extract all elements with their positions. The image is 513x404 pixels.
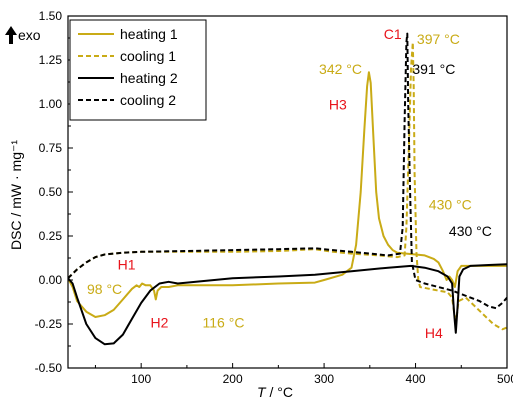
annotation-label: H4 bbox=[425, 325, 443, 341]
x-tick-label: 200 bbox=[223, 372, 243, 386]
x-axis-title: T / °C bbox=[257, 384, 293, 400]
exo-label: exo bbox=[18, 27, 41, 43]
y-tick-label: 1.25 bbox=[39, 53, 63, 67]
series-group bbox=[68, 32, 507, 346]
y-tick-label: -0.50 bbox=[35, 361, 63, 375]
up-arrow-icon bbox=[5, 26, 17, 44]
annotation-label: 391 °C bbox=[412, 61, 455, 77]
axis-ticks: -0.50 -0.25 0.00 0.25 0.50 0.75 1.00 1.25 1.50 10… bbox=[35, 9, 513, 386]
series-line-heating-1 bbox=[68, 71, 507, 318]
y-tick-label: 1.50 bbox=[39, 9, 63, 23]
y-tick-label: 0.50 bbox=[39, 185, 63, 199]
exo-indicator: exo bbox=[5, 26, 41, 44]
y-tick-label: 0.25 bbox=[39, 229, 63, 243]
annotation-label: H1 bbox=[118, 256, 136, 272]
annotation-label: 430 °C bbox=[429, 197, 472, 213]
annotation-label: 342 °C bbox=[319, 61, 362, 77]
legend-label: cooling 2 bbox=[120, 92, 176, 108]
legend-box bbox=[69, 19, 207, 121]
annotation-label: H3 bbox=[329, 96, 347, 112]
annotation-label: 98 °C bbox=[87, 281, 122, 297]
x-tick-label: 400 bbox=[406, 372, 426, 386]
series-line-heating-2 bbox=[68, 263, 507, 346]
y-tick-label: 1.00 bbox=[39, 97, 63, 111]
series-line-cooling-2 bbox=[68, 32, 507, 310]
legend: heating 1 cooling 1 heating 2 cooling 2 bbox=[69, 19, 207, 121]
x-axis-title-symbol: T bbox=[257, 384, 267, 400]
annotation-label: H2 bbox=[151, 315, 169, 331]
x-tick-label: 500 bbox=[497, 372, 513, 386]
annotation-label: 430 °C bbox=[449, 223, 492, 239]
annotation-label: 397 °C bbox=[417, 31, 460, 47]
annotations-group: C1 397 °C 391 °C 342 °C H3 430 °C 430 °C H1 98 °… bbox=[87, 26, 492, 341]
annotation-label: 116 °C bbox=[203, 315, 245, 331]
annotation-label: C1 bbox=[384, 26, 402, 42]
y-tick-label: 0.75 bbox=[39, 141, 63, 155]
y-axis-title: DSC / mW · mg⁻¹ bbox=[8, 140, 24, 250]
legend-label: heating 2 bbox=[120, 70, 178, 86]
x-axis-title-unit: / °C bbox=[266, 384, 293, 400]
y-tick-label: -0.25 bbox=[35, 317, 63, 331]
x-tick-label: 300 bbox=[314, 372, 334, 386]
x-tick-label: 100 bbox=[131, 372, 151, 386]
legend-label: cooling 1 bbox=[120, 48, 176, 64]
y-tick-label: 0.00 bbox=[39, 273, 63, 287]
legend-label: heating 1 bbox=[120, 26, 178, 42]
